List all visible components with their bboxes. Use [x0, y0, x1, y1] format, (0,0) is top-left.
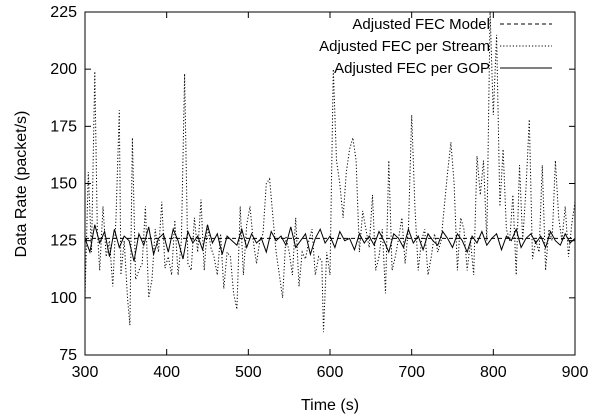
legend-label-0: Adjusted FEC Model — [352, 16, 490, 33]
y-tick-label: 125 — [50, 233, 77, 250]
y-tick-label: 175 — [50, 118, 77, 135]
x-tick-label: 900 — [562, 364, 589, 381]
y-axis-label: Data Rate (packet/s) — [13, 111, 30, 258]
series-line-2 — [85, 224, 575, 262]
x-tick-label: 300 — [72, 364, 99, 381]
x-tick-label: 500 — [235, 364, 262, 381]
x-tick-label: 400 — [153, 364, 180, 381]
plot-frame — [84, 11, 576, 356]
x-axis-label: Time (s) — [301, 397, 359, 414]
legend: Adjusted FEC Model Adjusted FEC per Strea… — [319, 16, 552, 77]
x-tick-label: 600 — [317, 364, 344, 381]
legend-label-1: Adjusted FEC per Stream — [319, 38, 490, 55]
series-line-1 — [85, 12, 575, 333]
y-tick-label: 150 — [50, 176, 77, 193]
x-tick-label: 800 — [480, 364, 507, 381]
y-tick-label: 200 — [50, 61, 77, 78]
legend-label-2: Adjusted FEC per GOP — [334, 60, 490, 77]
x-axis: 300 400 500 600 700 800 900 — [72, 12, 589, 381]
series-lines — [85, 12, 575, 333]
y-tick-label: 225 — [50, 4, 77, 21]
y-tick-label: 75 — [59, 347, 77, 364]
x-tick-label: 700 — [398, 364, 425, 381]
y-tick-label: 100 — [50, 290, 77, 307]
y-axis: 75 100 125 150 175 200 225 — [50, 4, 575, 364]
